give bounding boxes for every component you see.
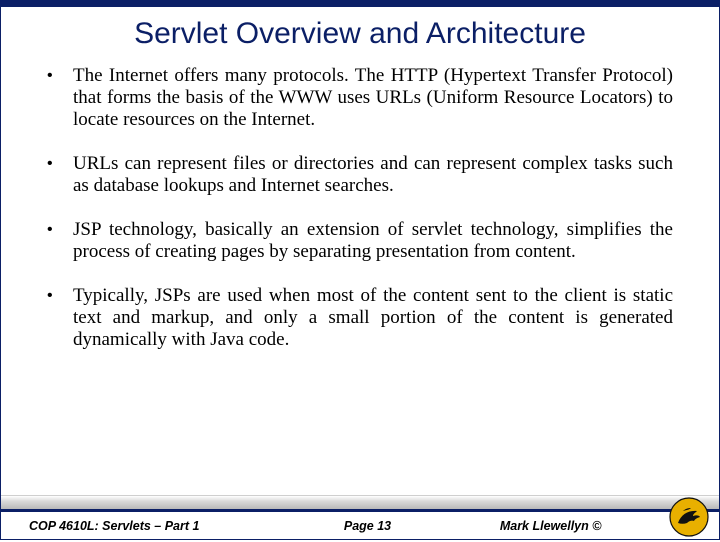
bullet-text: Typically, JSPs are used when most of th…: [73, 285, 673, 351]
bullet-item: • The Internet offers many protocols. Th…: [47, 65, 673, 131]
content-area: • The Internet offers many protocols. Th…: [1, 57, 719, 495]
footer-left: COP 4610L: Servlets – Part 1: [29, 519, 275, 533]
footer-bar: COP 4610L: Servlets – Part 1 Page 13 Mar…: [1, 512, 719, 539]
footer-gradient: [1, 495, 719, 509]
bullet-marker: •: [47, 285, 73, 351]
bullet-marker: •: [47, 219, 73, 263]
footer-region: COP 4610L: Servlets – Part 1 Page 13 Mar…: [1, 495, 719, 539]
slide-title: Servlet Overview and Architecture: [1, 7, 719, 57]
bullet-text: URLs can represent files or directories …: [73, 153, 673, 197]
bullet-item: • URLs can represent files or directorie…: [47, 153, 673, 197]
footer-center: Page 13: [275, 519, 460, 533]
bullet-marker: •: [47, 153, 73, 197]
bullet-text: JSP technology, basically an extension o…: [73, 219, 673, 263]
bullet-item: • Typically, JSPs are used when most of …: [47, 285, 673, 351]
slide: Servlet Overview and Architecture • The …: [0, 0, 720, 540]
bullet-marker: •: [47, 65, 73, 131]
pegasus-logo-icon: [669, 497, 709, 537]
bullet-item: • JSP technology, basically an extension…: [47, 219, 673, 263]
bullet-text: The Internet offers many protocols. The …: [73, 65, 673, 131]
